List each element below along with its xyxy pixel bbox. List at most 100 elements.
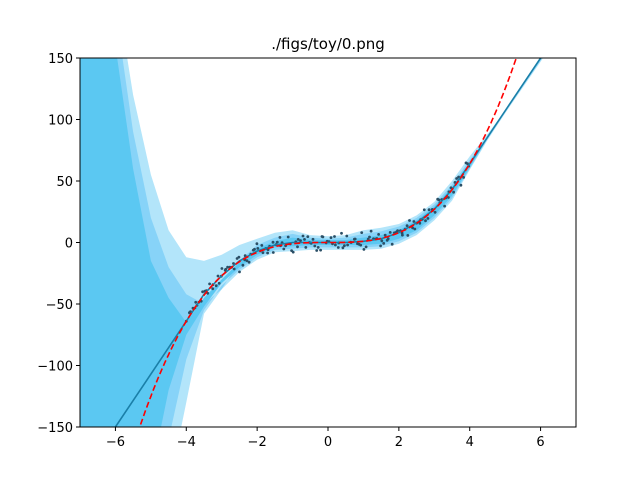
scatter-point bbox=[266, 251, 269, 255]
scatter-point bbox=[253, 247, 256, 251]
scatter-point bbox=[336, 246, 340, 249]
scatter-point bbox=[346, 243, 349, 247]
scatter-point bbox=[368, 235, 371, 239]
scatter-point bbox=[211, 287, 215, 291]
y-tick-label: −100 bbox=[37, 360, 73, 375]
scatter-point bbox=[301, 234, 305, 238]
scatter-point bbox=[311, 237, 315, 241]
scatter-point bbox=[433, 210, 437, 214]
scatter-point bbox=[333, 235, 336, 238]
y-tick-label: 100 bbox=[48, 114, 73, 129]
y-tick-label: 0 bbox=[65, 237, 73, 252]
scatter-point bbox=[247, 260, 251, 264]
scatter-point bbox=[291, 250, 295, 254]
y-axis: −150 −100 −50 0 50 100 150 bbox=[37, 52, 80, 436]
scatter-point bbox=[345, 234, 349, 238]
y-tick-label: 150 bbox=[48, 52, 73, 67]
scatter-point bbox=[208, 282, 212, 286]
scatter-point bbox=[261, 251, 265, 255]
y-tick-label: 50 bbox=[56, 175, 73, 190]
scatter-point bbox=[405, 224, 409, 228]
scatter-point bbox=[282, 247, 286, 251]
scatter-point bbox=[245, 259, 249, 263]
scatter-point bbox=[214, 284, 218, 288]
x-tick-label: 2 bbox=[395, 435, 403, 450]
scatter-point bbox=[412, 220, 416, 223]
scatter-point bbox=[216, 274, 220, 278]
scatter-point bbox=[411, 226, 414, 230]
scatter-point bbox=[304, 246, 308, 249]
scatter-point bbox=[316, 246, 320, 249]
scatter-point bbox=[201, 290, 205, 294]
scatter-point bbox=[303, 238, 306, 241]
scatter-point bbox=[260, 244, 264, 247]
scatter-point bbox=[447, 196, 450, 199]
scatter-point bbox=[232, 262, 235, 265]
scatter-point bbox=[241, 263, 245, 267]
scatter-point bbox=[382, 242, 386, 245]
scatter-point bbox=[413, 227, 417, 231]
scatter-point bbox=[408, 219, 411, 222]
scatter-point bbox=[359, 243, 363, 247]
scatter-point bbox=[315, 249, 319, 252]
scatter-point bbox=[237, 255, 241, 259]
scatter-point bbox=[296, 245, 299, 249]
scatter-point bbox=[313, 244, 317, 248]
scatter-point bbox=[275, 240, 279, 244]
x-tick-label: −4 bbox=[177, 435, 196, 450]
scatter-point bbox=[377, 233, 380, 236]
scatter-point bbox=[220, 267, 224, 270]
x-tick-label: 6 bbox=[536, 435, 544, 450]
scatter-point bbox=[396, 229, 399, 233]
scatter-point bbox=[341, 246, 345, 250]
scatter-point bbox=[226, 265, 230, 269]
scatter-point bbox=[401, 233, 404, 237]
scatter-point bbox=[271, 240, 275, 244]
x-tick-label: 0 bbox=[324, 435, 332, 450]
y-tick-label: −150 bbox=[37, 421, 73, 436]
scatter-point bbox=[383, 233, 387, 237]
scatter-point bbox=[466, 162, 469, 166]
scatter-point bbox=[364, 245, 368, 249]
scatter-point bbox=[437, 198, 441, 202]
scatter-point bbox=[343, 244, 346, 248]
scatter-point bbox=[452, 190, 455, 194]
scatter-point bbox=[340, 231, 343, 235]
scatter-point bbox=[232, 267, 236, 271]
scatter-point bbox=[329, 236, 333, 240]
scatter-point bbox=[362, 248, 366, 251]
x-tick-label: −2 bbox=[248, 435, 267, 450]
scatter-point bbox=[379, 244, 382, 248]
scatter-point bbox=[238, 270, 241, 274]
scatter-point bbox=[386, 237, 390, 241]
scatter-point bbox=[353, 237, 357, 241]
scatter-point bbox=[360, 231, 364, 235]
scatter-point bbox=[299, 239, 302, 243]
x-axis: −6 −4 −2 0 2 4 6 bbox=[106, 427, 545, 450]
scatter-point bbox=[255, 242, 259, 246]
scatter-point bbox=[194, 300, 198, 304]
scatter-point bbox=[321, 235, 325, 239]
scatter-point bbox=[369, 229, 373, 233]
scatter-point bbox=[462, 176, 465, 179]
chart-title: ./figs/toy/0.png bbox=[271, 35, 385, 53]
x-tick-label: 4 bbox=[466, 435, 474, 450]
scatter-point bbox=[427, 208, 431, 212]
x-tick-label: −6 bbox=[106, 435, 125, 450]
scatter-point bbox=[459, 183, 463, 187]
scatter-point bbox=[224, 267, 228, 271]
scatter-point bbox=[296, 238, 300, 241]
scatter-point bbox=[217, 281, 221, 285]
scatter-point bbox=[424, 219, 427, 223]
scatter-point bbox=[319, 248, 322, 252]
scatter-point bbox=[388, 231, 392, 234]
scatter-point bbox=[286, 235, 290, 239]
scatter-point bbox=[306, 235, 310, 239]
scatter-point bbox=[334, 243, 337, 247]
scatter-point bbox=[390, 242, 394, 246]
scatter-point bbox=[406, 234, 410, 237]
scatter-point bbox=[271, 251, 275, 254]
scatter-point bbox=[426, 217, 430, 220]
scatter-point bbox=[422, 208, 426, 212]
